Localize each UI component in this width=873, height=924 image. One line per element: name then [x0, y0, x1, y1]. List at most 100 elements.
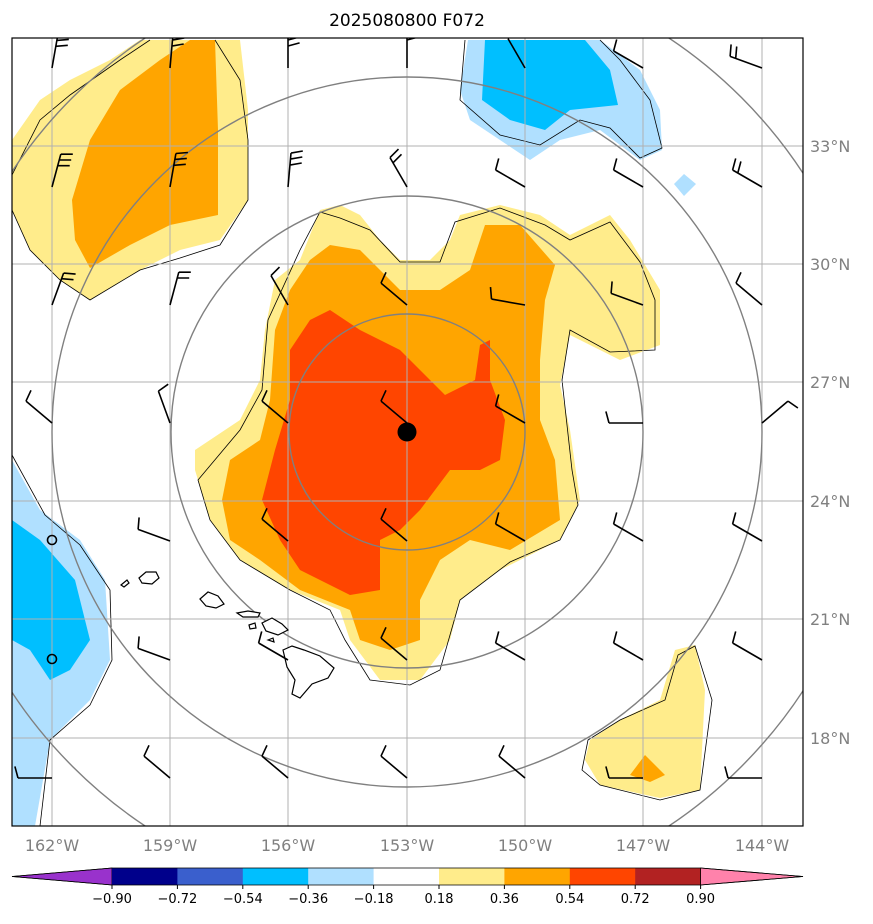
wind-barb: [51, 38, 69, 69]
x-tick-label: 156°W: [261, 836, 316, 855]
colorbar-extend-low: [11, 867, 113, 886]
wind-barb: [761, 400, 799, 424]
fill-ne-neg054: [482, 40, 618, 130]
wind-barb: [507, 38, 526, 69]
colorbar-label: −0.54: [223, 892, 263, 907]
wind-barb: [724, 766, 762, 779]
fill-w-neg054: [12, 520, 90, 680]
storm-center-marker: [397, 422, 417, 442]
fill-se-036: [585, 645, 705, 798]
wind-barb: [169, 151, 188, 188]
colorbar-label: 0.90: [686, 892, 715, 907]
map-frame: [11, 37, 804, 827]
x-tick-label: 144°W: [735, 836, 790, 855]
colorbar-label: −0.90: [92, 892, 132, 907]
map-area: [12, 38, 803, 826]
wind-barb: [729, 44, 763, 69]
y-axis-ticks: 33°N 30°N 27°N 24°N 21°N 18°N: [810, 137, 850, 748]
wind-barb: [494, 631, 526, 661]
colorbar-segment: [504, 868, 571, 885]
fill-nw-054: [72, 40, 218, 268]
positive-anomaly-fills: [12, 40, 705, 798]
x-tick-label: 153°W: [380, 836, 435, 855]
wind-barb: [287, 150, 303, 188]
wind-barb: [380, 744, 408, 779]
hawaiian-islands: [119, 571, 335, 699]
wind-barb: [143, 744, 171, 779]
wind-barb: [287, 38, 300, 68]
wind-barb: [380, 507, 408, 542]
wind-barb: [261, 389, 289, 424]
colorbar-segment: [569, 868, 636, 885]
colorbar-segment: [439, 868, 505, 885]
y-tick-label: 30°N: [810, 255, 850, 274]
wind-barb: [25, 389, 53, 424]
wind-barb: [137, 636, 171, 661]
wind-barb: [498, 744, 526, 779]
contour-lines: [12, 39, 713, 826]
colorbar-segment: [112, 868, 178, 885]
y-tick-label: 27°N: [810, 373, 850, 392]
fill-center-072: [262, 310, 505, 595]
y-tick-label: 24°N: [810, 492, 850, 511]
x-tick-label: 159°W: [143, 836, 198, 855]
x-tick-label: 162°W: [25, 836, 80, 855]
colorbar-segment: [177, 868, 244, 885]
fill-small-neg: [674, 174, 696, 196]
wind-barb: [494, 158, 526, 188]
wind-barbs: [14, 38, 799, 779]
wind-barb: [51, 153, 73, 188]
wind-barb: [157, 383, 171, 424]
wind-barb: [494, 394, 526, 424]
y-tick-label: 18°N: [810, 729, 850, 748]
colorbar-label: 0.18: [425, 892, 454, 907]
colorbar-segment: [308, 868, 375, 885]
x-tick-label: 147°W: [616, 836, 671, 855]
island-lanai: [248, 622, 257, 630]
wind-barb: [137, 517, 171, 542]
colorbar-label: 0.54: [555, 892, 584, 907]
colorbar-label: 0.36: [490, 892, 519, 907]
wind-barb: [261, 744, 289, 779]
colorbar: −0.90 −0.72 −0.54 −0.36 −0.18 0.18 0.36 0.54 0.7…: [11, 867, 804, 907]
y-tick-label: 21°N: [810, 610, 850, 629]
wind-barb: [389, 148, 408, 188]
wind-barb: [14, 766, 52, 779]
wind-barb: [380, 389, 408, 424]
wind-barb: [731, 158, 763, 188]
wind-barb: [612, 631, 644, 661]
wind-barb: [612, 39, 644, 69]
wind-barb: [380, 626, 408, 661]
calm-wind-marker: [46, 653, 58, 665]
island-oahu: [199, 591, 225, 609]
island-hawaii: [282, 645, 335, 699]
island-kahoolawe: [266, 637, 275, 643]
wind-barb: [612, 158, 644, 188]
fill-se-054: [630, 755, 665, 782]
wind-barb: [257, 631, 289, 661]
island-molokai: [235, 610, 261, 618]
colorbar-label: 0.72: [621, 892, 650, 907]
map-title: 2025080800 F072: [329, 11, 485, 31]
island-niihau: [119, 579, 130, 588]
colorbar-segment: [242, 868, 309, 885]
colorbar-label: −0.18: [354, 892, 394, 907]
wind-barb: [605, 766, 643, 779]
wind-barb: [494, 512, 526, 542]
colorbar-segment: [635, 868, 702, 885]
wind-barb: [731, 631, 763, 661]
wind-barb: [51, 272, 76, 306]
wind-barb: [735, 271, 763, 306]
x-axis-ticks: 162°W 159°W 156°W 153°W 150°W 147°W 144°…: [25, 836, 790, 855]
wind-barb: [169, 271, 191, 306]
x-tick-label: 150°W: [498, 836, 553, 855]
colorbar-label: −0.72: [157, 892, 197, 907]
island-maui: [261, 617, 290, 636]
wind-barb: [380, 271, 408, 306]
island-kauai: [138, 571, 160, 585]
colorbar-extend-high: [700, 867, 804, 886]
wind-barb: [270, 266, 289, 306]
wind-barb: [261, 507, 289, 542]
colorbar-segment: [373, 868, 440, 885]
